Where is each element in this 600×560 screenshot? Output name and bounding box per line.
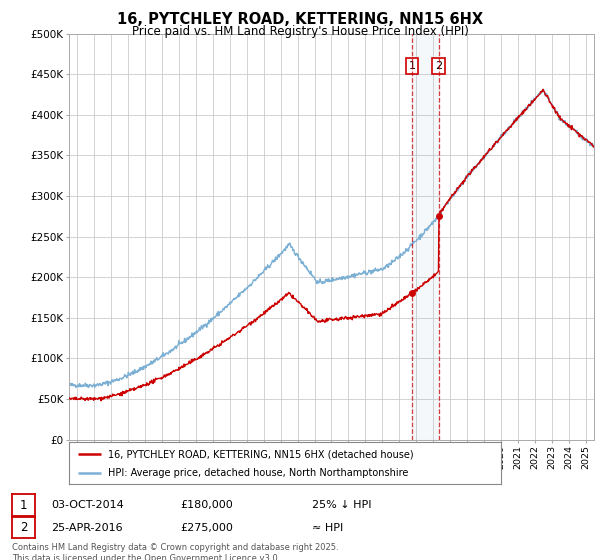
Text: 2: 2 bbox=[20, 521, 27, 534]
Text: £275,000: £275,000 bbox=[180, 522, 233, 533]
Text: £180,000: £180,000 bbox=[180, 500, 233, 510]
Text: 16, PYTCHLEY ROAD, KETTERING, NN15 6HX: 16, PYTCHLEY ROAD, KETTERING, NN15 6HX bbox=[117, 12, 483, 27]
Text: 1: 1 bbox=[20, 498, 27, 512]
Text: 1: 1 bbox=[409, 61, 415, 71]
Text: ≈ HPI: ≈ HPI bbox=[312, 522, 343, 533]
Text: 03-OCT-2014: 03-OCT-2014 bbox=[51, 500, 124, 510]
Text: 2: 2 bbox=[435, 61, 442, 71]
Text: 25-APR-2016: 25-APR-2016 bbox=[51, 522, 122, 533]
Bar bbox=[412, 34, 439, 440]
Text: 16, PYTCHLEY ROAD, KETTERING, NN15 6HX (detached house): 16, PYTCHLEY ROAD, KETTERING, NN15 6HX (… bbox=[108, 449, 413, 459]
Text: 25% ↓ HPI: 25% ↓ HPI bbox=[312, 500, 371, 510]
Text: Price paid vs. HM Land Registry's House Price Index (HPI): Price paid vs. HM Land Registry's House … bbox=[131, 25, 469, 38]
Text: Contains HM Land Registry data © Crown copyright and database right 2025.
This d: Contains HM Land Registry data © Crown c… bbox=[12, 543, 338, 560]
Text: HPI: Average price, detached house, North Northamptonshire: HPI: Average price, detached house, Nort… bbox=[108, 468, 408, 478]
